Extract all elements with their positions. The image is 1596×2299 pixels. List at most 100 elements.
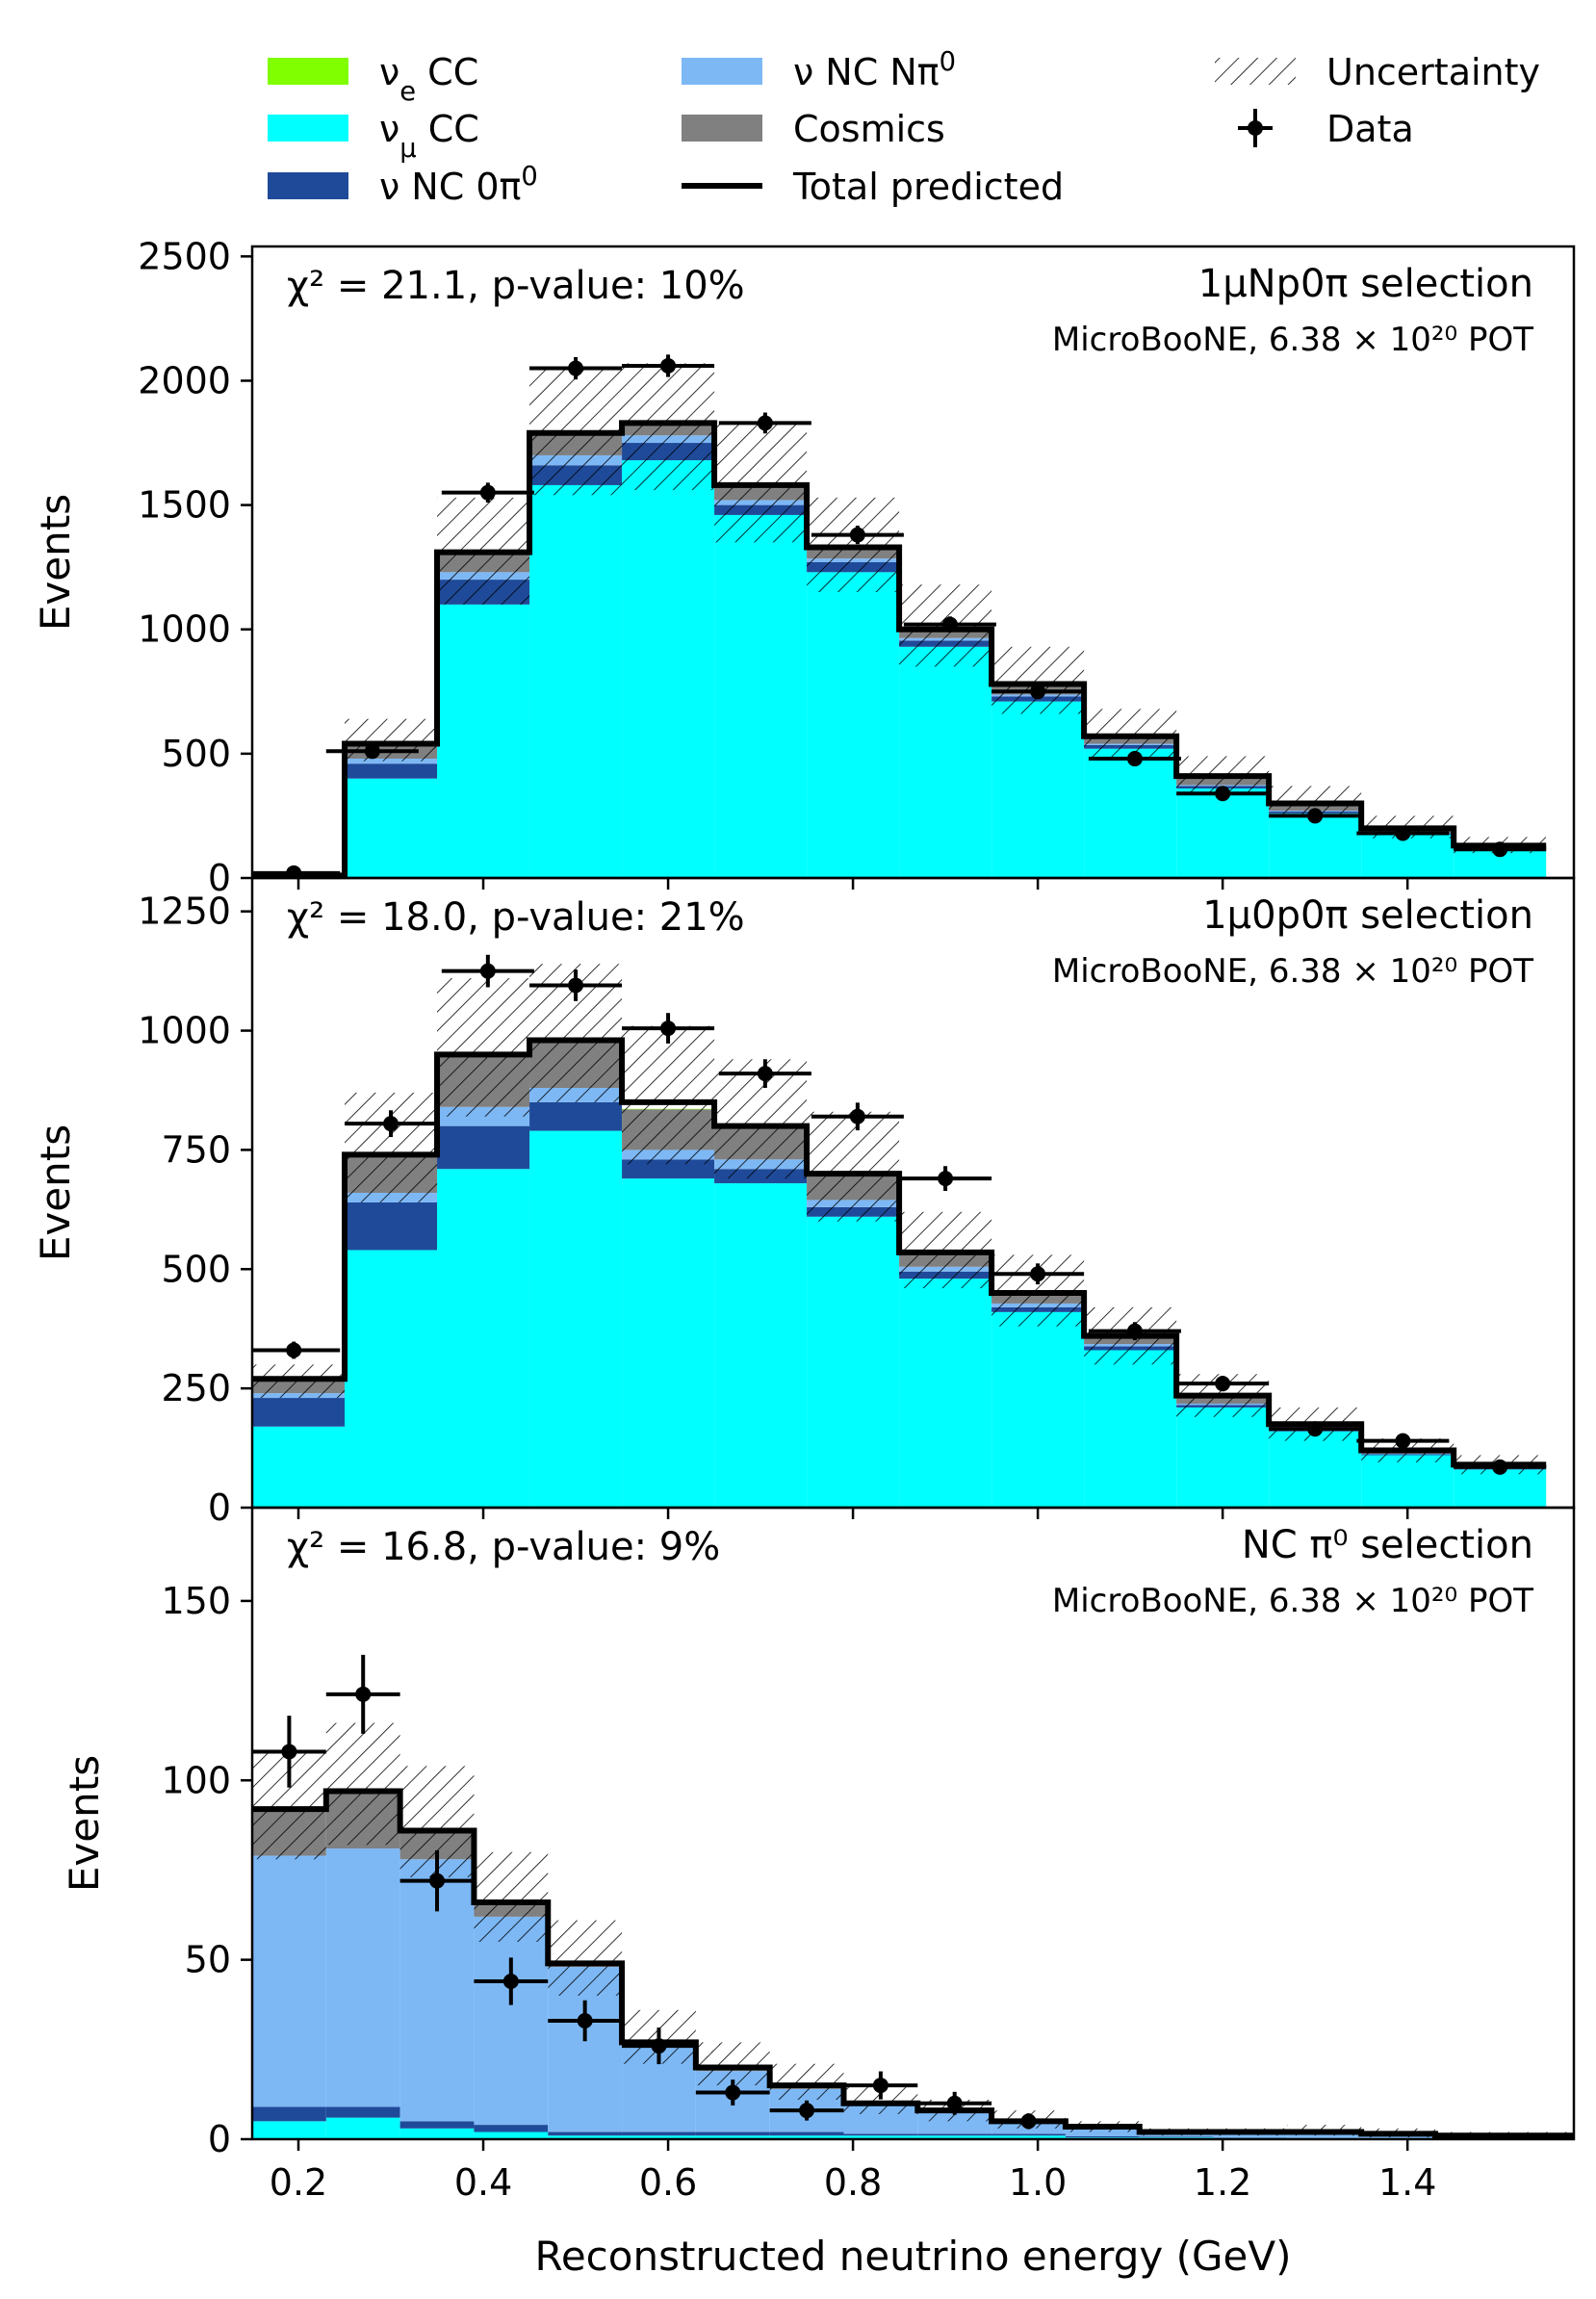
- experiment-label: MicroBooNE, 6.38 × 10²⁰ POT: [1052, 321, 1533, 359]
- bar-numu_cc: [529, 484, 623, 878]
- data-marker: [757, 415, 773, 431]
- x-tick-label: 0.6: [639, 2161, 697, 2204]
- data-marker: [286, 865, 302, 878]
- bar-numu_cc: [917, 2135, 992, 2139]
- bar-nc_npi0: [252, 1855, 326, 2107]
- data-marker: [577, 2013, 593, 2028]
- bar-numu_cc: [399, 2128, 475, 2139]
- data-point: [1088, 1322, 1181, 1341]
- uncertainty-band: [622, 1025, 715, 1165]
- data-marker: [725, 2084, 741, 2101]
- bar-numu_cc: [622, 2135, 696, 2139]
- uncertainty-band: [695, 2042, 770, 2086]
- legend-label: Cosmics: [793, 108, 945, 150]
- bar-numu_cc: [991, 2135, 1066, 2139]
- y-tick-label: 150: [161, 1580, 231, 1622]
- data-point: [1356, 825, 1450, 841]
- bar-numu_cc: [1361, 834, 1454, 878]
- uncertainty-band: [437, 978, 530, 1117]
- data-point: [843, 2071, 918, 2100]
- data-point: [718, 1059, 811, 1088]
- bar-nc_npi0: [1065, 2129, 1140, 2137]
- bar-numu_cc: [1084, 748, 1177, 878]
- data-marker: [938, 1171, 954, 1187]
- legend-swatch: [1248, 120, 1263, 136]
- bar-numu_cc: [1454, 1469, 1547, 1508]
- bar-nc_0pi0: [252, 2106, 326, 2122]
- bar-nc_0pi0: [548, 2131, 623, 2136]
- data-point: [1176, 1376, 1270, 1392]
- data-point: [917, 2091, 992, 2115]
- data-point: [529, 356, 623, 380]
- y-tick-label: 1000: [138, 1010, 231, 1052]
- data-marker: [651, 2038, 667, 2054]
- x-tick-label: 0.8: [824, 2161, 882, 2204]
- bar-nc_0pi0: [991, 2133, 1066, 2136]
- data-point: [345, 1110, 438, 1138]
- data-marker: [849, 1108, 865, 1124]
- data-marker: [1395, 1433, 1411, 1449]
- data-marker: [479, 963, 496, 979]
- data-marker: [872, 2078, 888, 2094]
- uncertainty-band: [548, 1920, 623, 1996]
- legend-item-unc: Uncertainty: [1215, 51, 1540, 93]
- legend-item-nc_npi0: ν NC Nπ0: [682, 47, 956, 93]
- y-tick-label: 0: [208, 2118, 231, 2160]
- data-point: [252, 865, 341, 878]
- data-point: [1269, 808, 1362, 824]
- bar-numu_cc: [437, 604, 530, 878]
- data-marker: [660, 1020, 677, 1037]
- uncertainty-band: [622, 363, 715, 491]
- data-marker: [849, 527, 865, 543]
- data-marker: [364, 743, 380, 760]
- bar-numu_cc: [1269, 813, 1362, 878]
- data-point: [441, 482, 534, 504]
- data-point: [441, 954, 534, 988]
- legend-swatch: [682, 58, 762, 85]
- data-point: [325, 1654, 400, 1734]
- data-point: [1176, 786, 1270, 802]
- bar-numu_cc: [437, 1169, 530, 1508]
- bar-numu_cc: [325, 2117, 400, 2139]
- y-tick-label: 1250: [138, 891, 231, 933]
- selection-label: 1μ0p0π selection: [1202, 893, 1533, 938]
- x-axis-label: Reconstructed neutrino energy (GeV): [535, 2233, 1292, 2280]
- legend-label: Uncertainty: [1326, 51, 1540, 93]
- legend-label: Total predicted: [792, 166, 1064, 208]
- bar-numu_cc: [622, 1178, 715, 1508]
- y-tick-label: 500: [161, 733, 231, 775]
- data-marker: [946, 2095, 963, 2111]
- chi2-label: χ² = 18.0, p-value: 21%: [287, 895, 745, 940]
- bar-nc_0pi0: [622, 2131, 696, 2136]
- bar-nc_0pi0: [769, 2131, 844, 2136]
- bar-nc_npi0: [325, 1848, 400, 2107]
- y-tick-label: 500: [161, 1248, 231, 1290]
- legend-item-nc_0pi0: ν NC 0π0: [268, 162, 538, 208]
- legend-swatch: [268, 58, 348, 85]
- bar-nc_npi0: [474, 1916, 549, 2126]
- y-tick-label: 750: [161, 1128, 231, 1171]
- panel-1: 0 500 1000 1500 2000 2500 Events χ² = 21.1, p-v…: [32, 235, 1576, 899]
- uncertainty-band: [474, 1851, 549, 1942]
- data-marker: [281, 1744, 297, 1760]
- bar-nc_0pi0: [437, 1125, 530, 1170]
- data-marker: [479, 484, 496, 501]
- data-point: [903, 616, 996, 633]
- bar-numu_cc: [1361, 1455, 1454, 1508]
- x-tick-label: 1.4: [1378, 2161, 1436, 2204]
- bar-numu_cc: [695, 2135, 770, 2139]
- bar-numu_cc: [714, 1183, 808, 1508]
- data-point: [1088, 751, 1181, 767]
- bar-numu_cc: [345, 1250, 438, 1508]
- legend-swatch: [268, 172, 348, 199]
- data-point: [991, 684, 1085, 700]
- bar-numu_cc: [1084, 1350, 1177, 1508]
- data-marker: [355, 1686, 372, 1702]
- x-tick-label: 0.4: [454, 2161, 512, 2204]
- bar-numu_cc: [991, 701, 1085, 878]
- total-predicted-line: [252, 1788, 1574, 2139]
- y-tick-label: 250: [161, 1367, 231, 1409]
- data-point: [325, 743, 419, 760]
